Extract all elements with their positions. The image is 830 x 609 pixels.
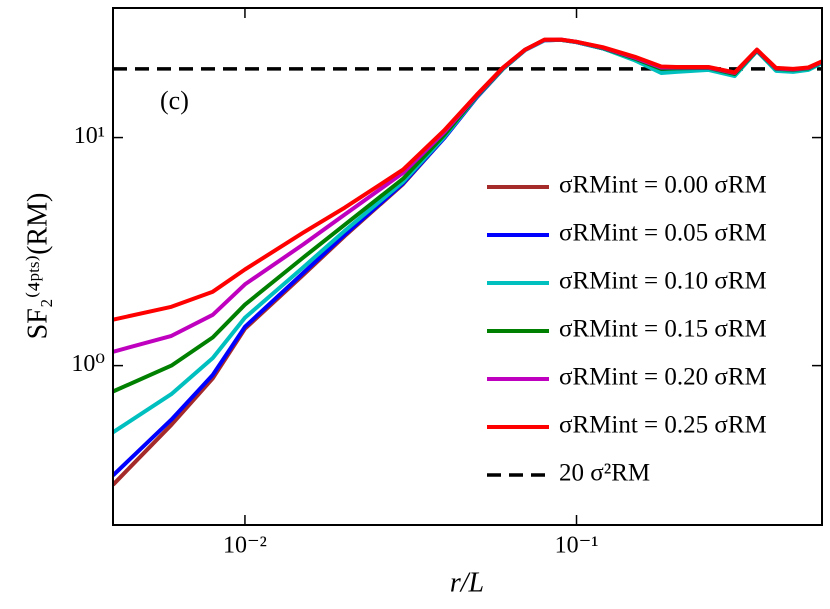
legend-label: 20 σ²RM <box>559 460 650 487</box>
x-tick-label: 10⁻¹ <box>555 533 599 559</box>
legend-label: σRMint = 0.05 σRM <box>559 220 767 247</box>
legend-label: σRMint = 0.15 σRM <box>559 316 767 343</box>
y-tick-label: 10⁰ <box>71 351 105 377</box>
plot-frame <box>112 7 823 526</box>
legend-label: σRMint = 0.00 σRM <box>559 172 767 199</box>
annotation: (c) <box>160 86 189 115</box>
x-tick-label: 10⁻² <box>223 533 267 559</box>
x-axis-label: r/L <box>450 567 484 598</box>
legend-label: σRMint = 0.25 σRM <box>559 412 767 439</box>
legend-label: σRMint = 0.10 σRM <box>559 268 767 295</box>
y-axis-label: SF₂⁽⁴ᵖᵗˢ⁾(RM) <box>22 193 53 340</box>
legend-label: σRMint = 0.20 σRM <box>559 364 767 391</box>
series-line <box>113 37 822 322</box>
y-tick-label: 10¹ <box>74 123 105 149</box>
